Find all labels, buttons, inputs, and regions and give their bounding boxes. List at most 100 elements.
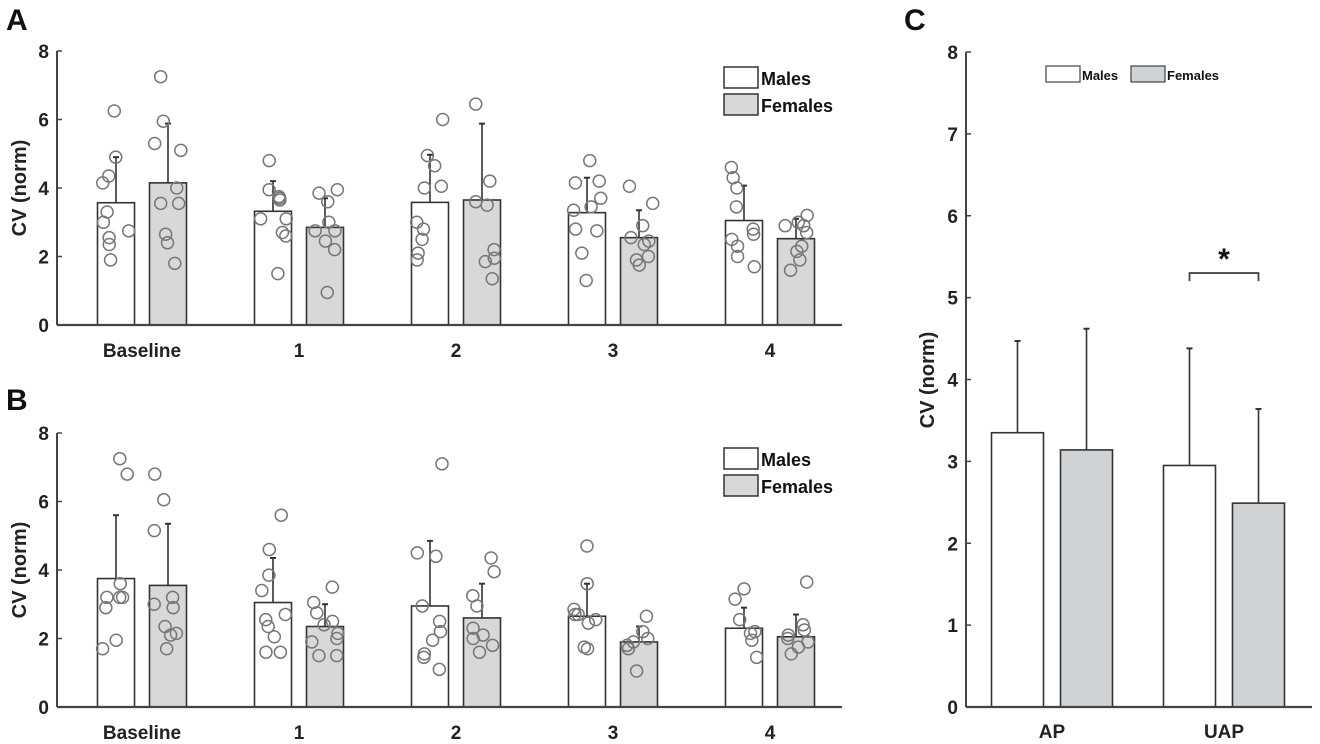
y-tick-label: 4 [38,179,49,200]
legend-swatch-females [723,474,759,497]
data-point-males [262,182,276,197]
data-point-males [100,590,114,605]
data-point-males [592,174,606,188]
data-point-males [273,193,287,207]
data-point-males [571,607,585,622]
data-point-females [325,580,340,594]
data-point-males [259,612,273,627]
x-category-label: Baseline [103,723,181,744]
data-point-males [102,230,116,245]
bar-group-baseline: Baseline [96,69,188,362]
panel-b-y-axis-title: CV (norm) [9,522,31,619]
bar-males [724,627,764,708]
data-point-females [626,635,641,649]
panel-a-y-axis-title: CV (norm) [9,140,31,237]
y-tick-label: 8 [947,43,958,64]
data-point-females [157,493,171,507]
data-point-females [321,194,335,209]
data-point-females [170,181,184,195]
data-point-males [279,229,293,243]
x-category-label: 1 [294,341,305,362]
data-point-males [271,266,285,281]
x-category-label: 3 [608,723,619,744]
data-point-males [433,624,448,639]
panel-a-marks: 0 2 4 6 8 Baseline 1 2 3 4 [38,42,842,362]
data-point-females [621,642,636,656]
y-tick-label: 4 [38,561,49,582]
data-point-males [581,616,596,630]
data-point-males [278,607,293,622]
bar-males [990,431,1045,708]
data-point-males [435,112,450,127]
panel-a: A CV (norm) 0 2 4 6 8 Baseline 1 2 3 4 Males Fema… [6,4,842,362]
data-point-males [747,260,762,274]
data-point-males [107,104,122,118]
data-point-females [799,575,814,589]
y-tick-label: 0 [947,698,958,719]
data-point-females [487,242,501,257]
legend-label-males: Males [761,450,811,470]
data-point-females [163,628,178,642]
x-category-label: 2 [451,723,462,744]
data-point-females [147,136,162,151]
y-tick-label: 2 [38,248,49,269]
legend-label-males: Males [761,69,811,89]
data-point-males [415,232,429,247]
data-point-females [153,196,168,211]
panel-b-marks: 0 2 4 6 8 Baseline 1 2 3 4 [38,424,842,744]
bar-males [1162,464,1217,708]
data-point-females [165,590,180,605]
panel-b: B CV (norm) 0 2 4 6 8 Baseline 1 2 3 4 Males Fema… [6,384,842,744]
data-point-females [171,196,186,211]
bar-males [410,201,450,326]
data-point-males [410,215,424,229]
data-point-females [147,523,162,538]
bar-group-2: 2 [410,97,502,362]
data-point-males [583,153,597,168]
data-point-males [580,576,594,591]
data-point-males [122,224,136,238]
y-tick-label: 6 [38,111,49,132]
data-point-females [331,626,345,641]
data-point-males [743,626,758,641]
data-point-males [566,203,581,218]
data-point-males [427,158,442,173]
legend-label-males: Males [1082,68,1118,83]
data-point-females [168,256,182,271]
panel-a-letter: A [6,4,28,37]
data-point-males [261,619,275,634]
y-tick-label: 8 [38,42,49,63]
bar-group-3: 3 [567,539,659,744]
data-point-females [629,664,644,678]
data-point-males [96,215,111,229]
panel-b-legend: Males Females [723,447,833,497]
bar-females [776,237,816,326]
data-point-females [305,635,319,649]
y-tick-label: 0 [38,698,49,719]
data-point-males [432,662,447,677]
data-point-females [632,258,647,272]
data-point-males [588,612,603,627]
data-point-females [160,236,175,250]
data-point-females [318,234,333,248]
data-point-males [109,633,123,647]
data-point-females [147,597,161,611]
data-point-males [112,590,127,605]
bar-females [1059,449,1114,708]
data-point-males [746,227,761,241]
x-category-label: 2 [451,341,462,362]
data-point-males [120,467,134,481]
data-point-females [645,196,660,211]
legend-label-females: Females [761,96,833,116]
y-tick-label: 1 [947,616,958,637]
panel-a-legend: Males Females [723,66,833,116]
data-point-males [415,599,429,613]
data-point-females [487,251,502,265]
data-point-females [174,143,188,158]
data-point-females [635,218,650,233]
data-point-males [435,457,449,471]
data-point-females [636,624,650,639]
data-point-males [434,179,449,194]
bar-females [619,236,659,326]
data-point-females [641,631,655,646]
